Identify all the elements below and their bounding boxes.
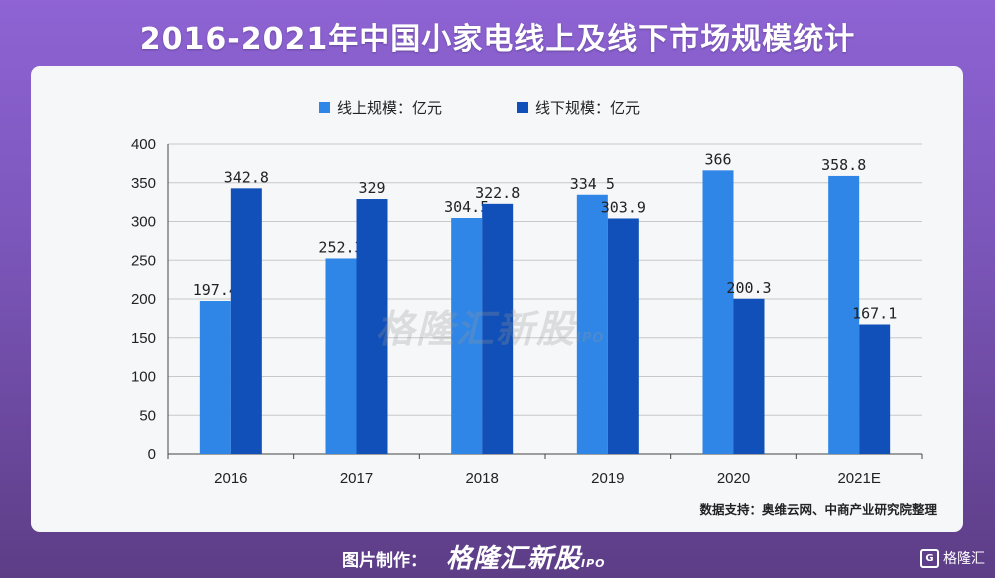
x-tick-label: 2018	[465, 470, 498, 487]
x-tick-label: 2019	[591, 470, 624, 487]
x-tick-label: 2020	[717, 470, 750, 487]
x-tick-label: 2016	[214, 470, 247, 487]
bar-offline	[733, 298, 765, 454]
bar-offline	[230, 188, 262, 454]
data-label: 252.3	[318, 238, 363, 256]
footer-brand: 格隆汇新股IPO	[446, 544, 606, 574]
data-label: 358.8	[821, 156, 866, 174]
logo-icon: G	[920, 548, 939, 568]
y-tick-label: 100	[131, 369, 156, 386]
corner-logo: G 格隆汇	[920, 548, 985, 568]
page-title: 2016-2021年中国小家电线上及线下市场规模统计	[139, 22, 856, 57]
y-tick-label: 400	[131, 136, 156, 153]
data-label: 200.3	[726, 279, 771, 297]
data-label: 342.8	[224, 168, 269, 186]
bar-chart: 0 50 100 150 200 250 300 350 400 197.4 342.8 2016 25…	[131, 100, 923, 487]
y-tick-label: 350	[131, 175, 156, 192]
data-label: 197.4	[193, 281, 238, 299]
legend-swatch-online	[319, 102, 330, 113]
data-label: 304.5	[444, 198, 489, 216]
x-tick-label: 2021E	[837, 470, 880, 487]
y-tick-label: 300	[131, 214, 156, 231]
y-tick-label: 0	[148, 446, 156, 463]
data-label: 334 5	[570, 175, 615, 193]
y-tick-label: 150	[131, 330, 156, 347]
chart-card: 0 50 100 150 200 250 300 350 400 197.4 342.8 2016 25…	[31, 66, 963, 532]
bar-online	[702, 170, 734, 454]
data-label: 167.1	[852, 304, 897, 322]
y-tick-label: 200	[131, 291, 156, 308]
y-tick-label: 250	[131, 252, 156, 269]
bar-offline	[859, 324, 891, 454]
legend-label-offline: 线下规模：亿元	[535, 100, 640, 117]
bar-online	[199, 301, 231, 454]
bar-offline	[356, 199, 388, 454]
footer-credit-label: 图片制作：	[342, 551, 427, 571]
bar-online	[828, 175, 860, 454]
data-label: 322.8	[475, 184, 520, 202]
legend-label-online: 线上规模：亿元	[337, 100, 442, 117]
y-tick-label: 50	[139, 407, 156, 424]
bar-online	[325, 258, 357, 454]
legend-swatch-offline	[517, 102, 528, 113]
source-note: 数据支持：奥维云网、中商产业研究院整理	[699, 502, 937, 517]
data-label: 303.9	[601, 198, 646, 216]
x-tick-label: 2017	[340, 470, 373, 487]
data-label: 329	[358, 179, 385, 197]
bar-online	[451, 218, 483, 454]
bar-offline	[482, 203, 514, 454]
data-label: 366	[704, 150, 731, 168]
bar-offline	[607, 218, 639, 454]
bar-online	[576, 194, 608, 454]
corner-logo-text: 格隆汇	[943, 551, 985, 567]
